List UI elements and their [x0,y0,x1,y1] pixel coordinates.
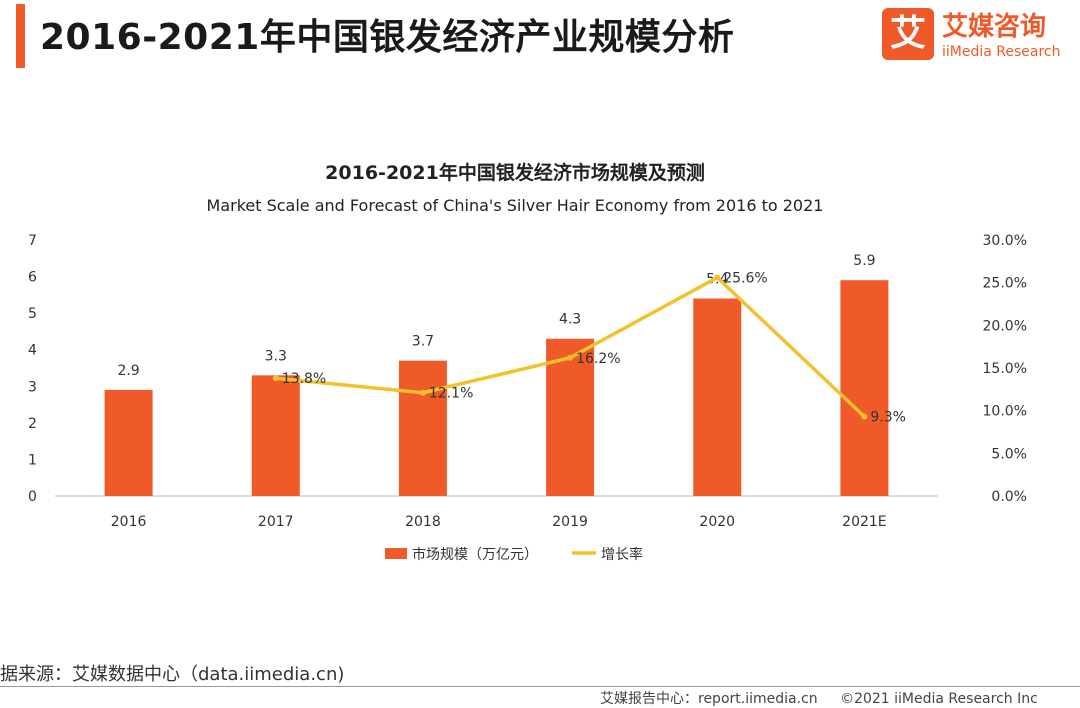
y-left-tick-label: 5 [28,306,37,322]
bar-2021E [840,280,889,496]
y-right-tick-label: 20.0% [983,318,1027,334]
bar-2019 [546,338,595,496]
logo-mark-icon: 艾 [882,8,934,60]
growth-rate-label: 9.3% [870,410,906,426]
growth-rate-point [861,413,868,420]
bar-2018 [398,360,447,496]
x-tick-label: 2016 [111,514,147,530]
bar-value-label: 3.7 [412,334,434,350]
y-right-tick-label: 5.0% [991,446,1027,462]
y-left-tick-label: 3 [28,379,37,395]
growth-rate-point [714,274,721,281]
bar-2020 [693,298,742,496]
y-left-tick-label: 7 [28,233,37,249]
bar-value-label: 3.3 [265,348,287,364]
legend-bar-swatch [385,548,407,559]
y-right-tick-label: 15.0% [983,361,1027,377]
growth-rate-label: 13.8% [282,371,326,387]
copyright: ©2021 iiMedia Research Inc [840,691,1038,707]
y-right-tick-label: 0.0% [991,489,1027,505]
title-accent-bar [16,4,25,68]
data-source: 据来源：艾媒数据中心（data.iimedia.cn) [0,664,345,685]
y-right-tick-label: 10.0% [983,404,1027,420]
logo-name-cn: 艾媒咨询 [942,12,1047,42]
legend-line-label: 增长率 [601,546,643,563]
y-right-tick-label: 25.0% [983,276,1027,292]
bar-value-label: 4.3 [559,312,581,328]
growth-rate-label: 16.2% [576,351,620,367]
growth-rate-point [272,375,279,382]
x-tick-label: 2018 [405,514,441,530]
report-center-link[interactable]: 艾媒报告中心：report.iimedia.cn [600,691,818,707]
x-tick-label: 2017 [258,514,294,530]
iimedia-logo: 艾 艾媒咨询 iiMedia Research [882,6,1061,64]
logo-name-en: iiMedia Research [942,44,1061,60]
growth-rate-label: 12.1% [429,386,473,402]
bar-value-label: 2.9 [117,363,139,379]
x-tick-label: 2019 [552,514,588,530]
growth-rate-point [419,389,426,396]
growth-rate-point [567,354,574,361]
footer: 艾媒报告中心：report.iimedia.cn ©2021 iiMedia R… [600,688,1038,708]
bar-2017 [251,375,300,496]
footer-divider [0,686,1080,687]
bar-2016 [104,389,153,496]
y-left-tick-label: 4 [28,343,37,359]
y-right-tick-label: 30.0% [983,233,1027,249]
page-title: 2016-2021年中国银发经济产业规模分析 [40,17,735,58]
x-tick-label: 2020 [699,514,735,530]
bar-value-label: 5.9 [853,253,875,269]
y-left-tick-label: 1 [28,452,37,468]
growth-rate-label: 25.6% [723,271,767,287]
y-left-tick-label: 2 [28,416,37,432]
x-tick-label: 2021E [842,514,886,530]
chart-title: 2016-2021年中国银发经济市场规模及预测 [325,162,705,184]
legend-bar-label: 市场规模（万亿元） [412,546,538,563]
y-left-tick-label: 0 [28,489,37,505]
chart-subtitle: Market Scale and Forecast of China's Sil… [206,196,824,215]
y-left-tick-label: 6 [28,270,37,286]
market-scale-chart: 0 1 2 3 4 5 6 7 0.0% 5.0% 10.0% 15.0% 20.0% 25.0% 30.0… [28,233,1027,563]
